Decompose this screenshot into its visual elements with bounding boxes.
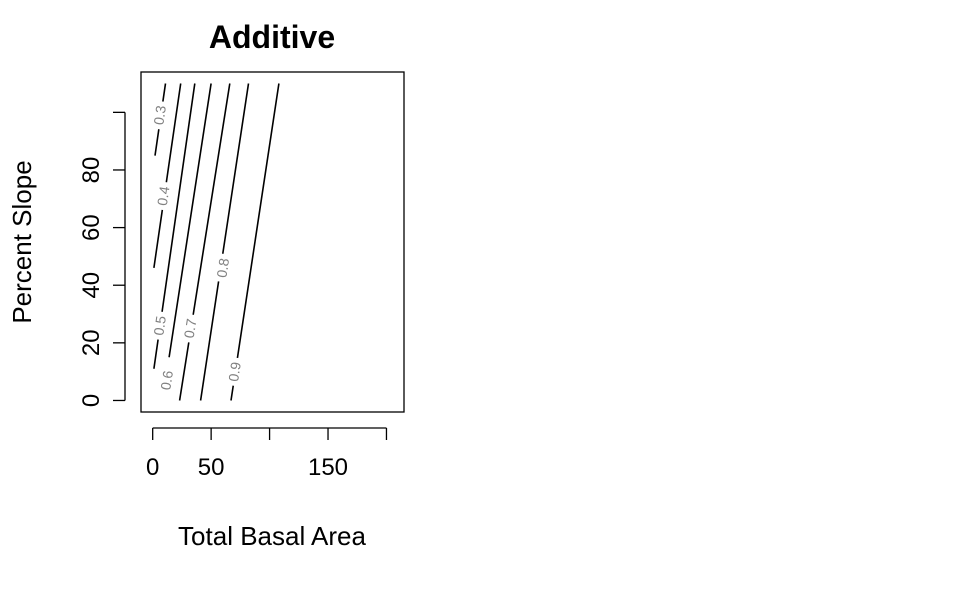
- contour-label-text: 0.3: [150, 104, 169, 126]
- y-axis-title: Percent Slope: [7, 160, 37, 323]
- y-tick-label: 20: [78, 329, 105, 356]
- y-axis: 0 20 40 60 80: [78, 111, 126, 407]
- plot-frame: [140, 71, 405, 413]
- x-tick-label: 50: [198, 454, 225, 481]
- x-axis-title: Total Basal Area: [178, 521, 366, 551]
- contour-label-0.4: 0.4: [153, 180, 174, 211]
- contour-label-0.9: 0.9: [224, 356, 245, 387]
- contour-label-0.7: 0.7: [180, 313, 201, 344]
- contour-labels: 0.3 0.4 0.5 0.6 0.7 0.8 0.9: [149, 100, 245, 396]
- contour-line-0.9: [230, 83, 280, 401]
- contour-label-text: 0.4: [154, 185, 173, 207]
- x-axis: 0 50 150: [146, 427, 388, 481]
- contour-line-0.6: [168, 83, 212, 358]
- contour-label-text: 0.8: [213, 257, 232, 279]
- y-tick-label: 80: [78, 157, 105, 184]
- contour-label-text: 0.6: [157, 369, 176, 391]
- contour-label-text: 0.7: [181, 317, 200, 339]
- contour-line-0.8: [199, 83, 250, 401]
- y-tick-label: 0: [78, 394, 105, 407]
- contour-label-text: 0.5: [150, 315, 169, 337]
- contour-line-0.7: [178, 83, 231, 401]
- contour-label-0.3: 0.3: [149, 100, 170, 131]
- x-tick-label: 150: [308, 454, 348, 481]
- y-tick-label: 40: [78, 272, 105, 299]
- contour-label-0.5: 0.5: [149, 310, 170, 341]
- y-tick-label: 60: [78, 214, 105, 241]
- contour-label-text: 0.9: [225, 361, 244, 383]
- contour-label-0.6: 0.6: [156, 365, 177, 396]
- contour-lines: [153, 83, 280, 401]
- contour-label-0.8: 0.8: [212, 252, 233, 283]
- chart-title: Additive: [209, 19, 335, 55]
- x-tick-label: 0: [146, 454, 159, 481]
- contour-line-0.4: [153, 83, 182, 269]
